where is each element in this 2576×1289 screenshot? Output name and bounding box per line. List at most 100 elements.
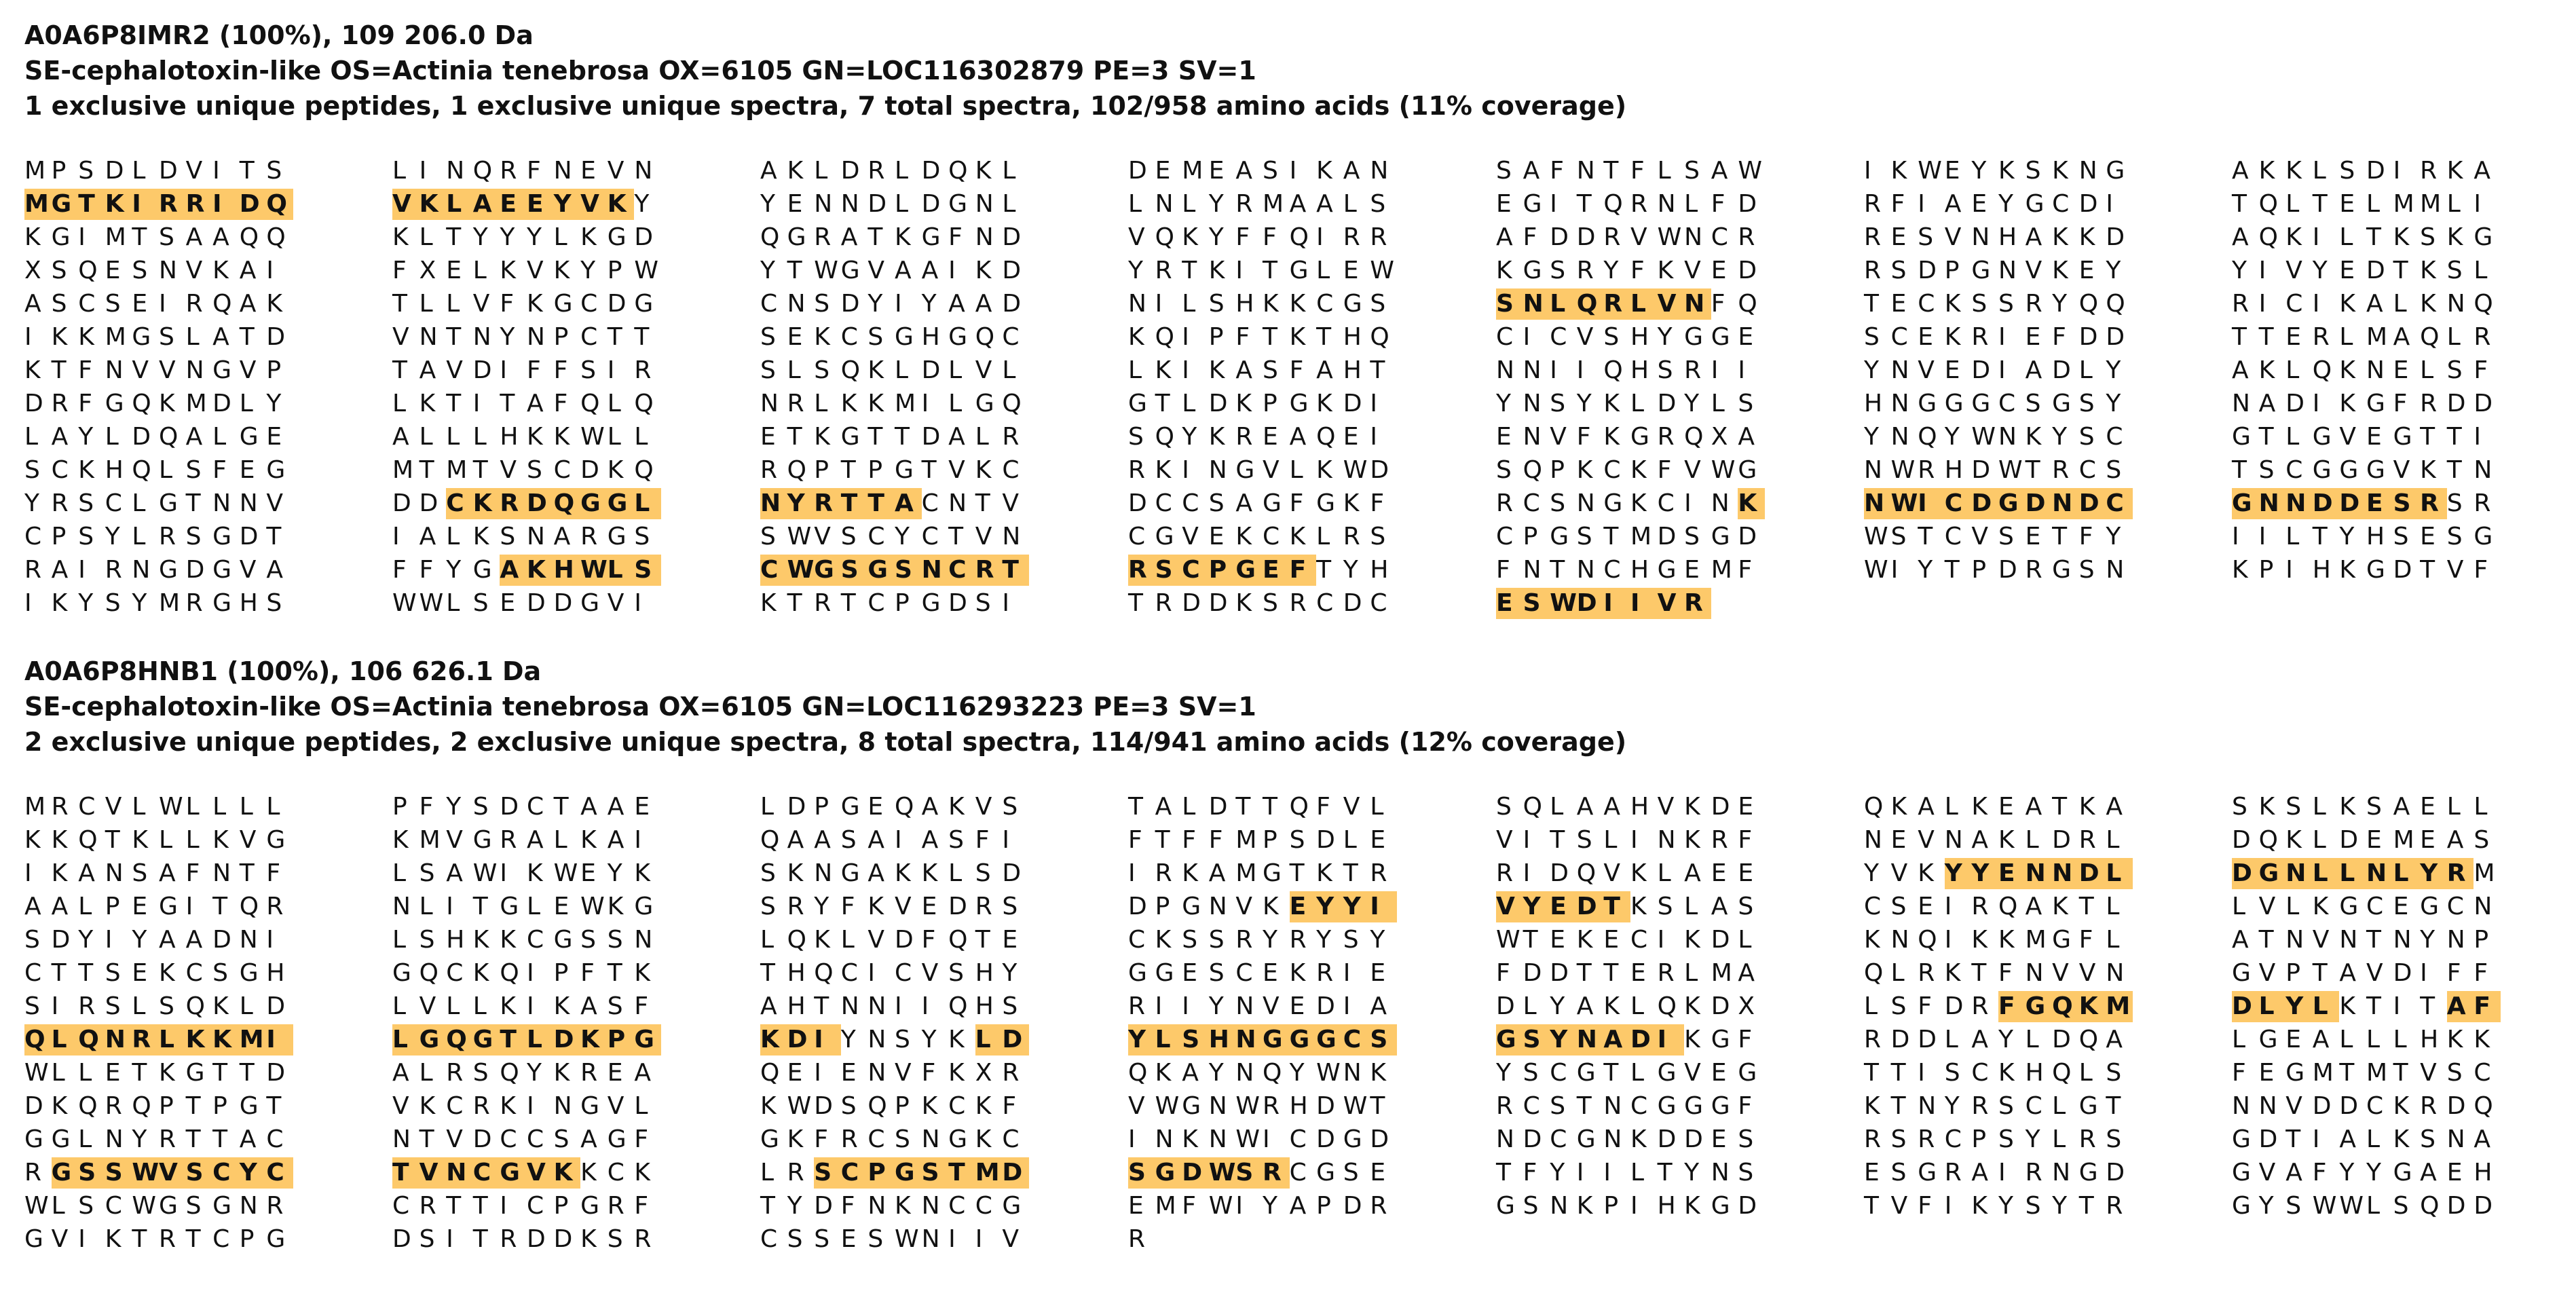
residue: K [2285,825,2302,854]
residue: Y [1971,156,1987,185]
residue: L [840,925,855,954]
residue: S [760,356,776,384]
residue: T [2312,189,2328,218]
residue: N [840,992,859,1020]
residue: L [239,389,253,417]
residue: G [2078,1091,2098,1120]
residue: G [1657,1091,1677,1120]
residue: V [2339,422,2357,451]
residue: L [132,992,146,1020]
residue: V [1128,1091,1145,1120]
residue: I [1998,322,2006,351]
covered-residue: D [2232,990,2259,1022]
residue: M [24,792,46,821]
residue: T [185,1225,201,1253]
residue: K [1603,422,1620,451]
residue: I [894,289,902,318]
residue: S [1918,223,1934,251]
covered-residue: N [1523,288,1550,320]
residue: C [2052,189,2070,218]
residue: V [1918,356,1935,384]
residue: D [1711,792,1730,821]
residue: G [2393,422,2412,451]
residue: H [500,422,519,451]
residue: T [105,825,120,854]
residue: P [1550,455,1565,484]
residue: F [1262,223,1277,251]
residue: Y [1343,555,1358,584]
residue: G [553,289,573,318]
residue: T [392,289,407,318]
residue: A [1684,859,1701,887]
residue: X [975,1058,992,1087]
residue: K [51,825,68,854]
residue: L [2339,223,2353,251]
covered-residue: G [894,1157,922,1189]
residue: L [1182,289,1196,318]
residue: V [1343,792,1360,821]
residue: I [2312,289,2320,318]
residue: K [894,859,911,887]
residue: A [1738,958,1755,987]
residue: L [419,289,433,318]
residue: N [1128,289,1146,318]
residue: C [1002,1125,1020,1153]
residue: A [580,992,597,1020]
residue: N [1208,1091,1227,1120]
residue: S [1890,992,1907,1020]
residue: F [78,389,92,417]
residue: D [392,1225,411,1253]
residue: N [1235,1058,1254,1087]
residue: E [2078,256,2095,284]
residue: Y [1208,1058,1224,1087]
residue: R [1002,1058,1020,1087]
residue: R [1603,223,1621,251]
residue: A [185,223,203,251]
residue: E [1711,1125,1727,1153]
covered-residue: C [1944,487,1972,519]
residue: Y [2025,1125,2040,1153]
residue: A [2025,892,2042,920]
residue: N [1208,1125,1227,1153]
residue: F [1738,1025,1753,1053]
residue: E [1998,792,2014,821]
residue: S [1496,455,1512,484]
residue: R [814,589,832,617]
residue: S [1998,522,2014,550]
residue: E [1711,1058,1727,1087]
residue: S [2393,1191,2409,1220]
residue: W [392,589,417,617]
residue: D [948,892,967,920]
residue: A [2232,223,2249,251]
covered-residue: Y [1128,1024,1155,1056]
residue: T [2312,958,2328,987]
residue: L [760,1158,774,1187]
residue: D [392,489,411,517]
residue: S [1998,1091,2014,1120]
residue: E [607,1058,623,1087]
residue: T [2232,189,2247,218]
residue: E [1918,322,1933,351]
residue: G [607,522,627,550]
residue: C [1550,322,1567,351]
protein-coverage-summary: 2 exclusive unique peptides, 2 exclusive… [24,727,1627,757]
residue: N [814,189,833,218]
residue: S [1496,156,1512,185]
residue: D [472,356,492,384]
residue: L [2366,1125,2381,1153]
residue: A [392,1058,409,1087]
residue: I [2420,958,2427,987]
covered-residue: F [1289,554,1317,586]
